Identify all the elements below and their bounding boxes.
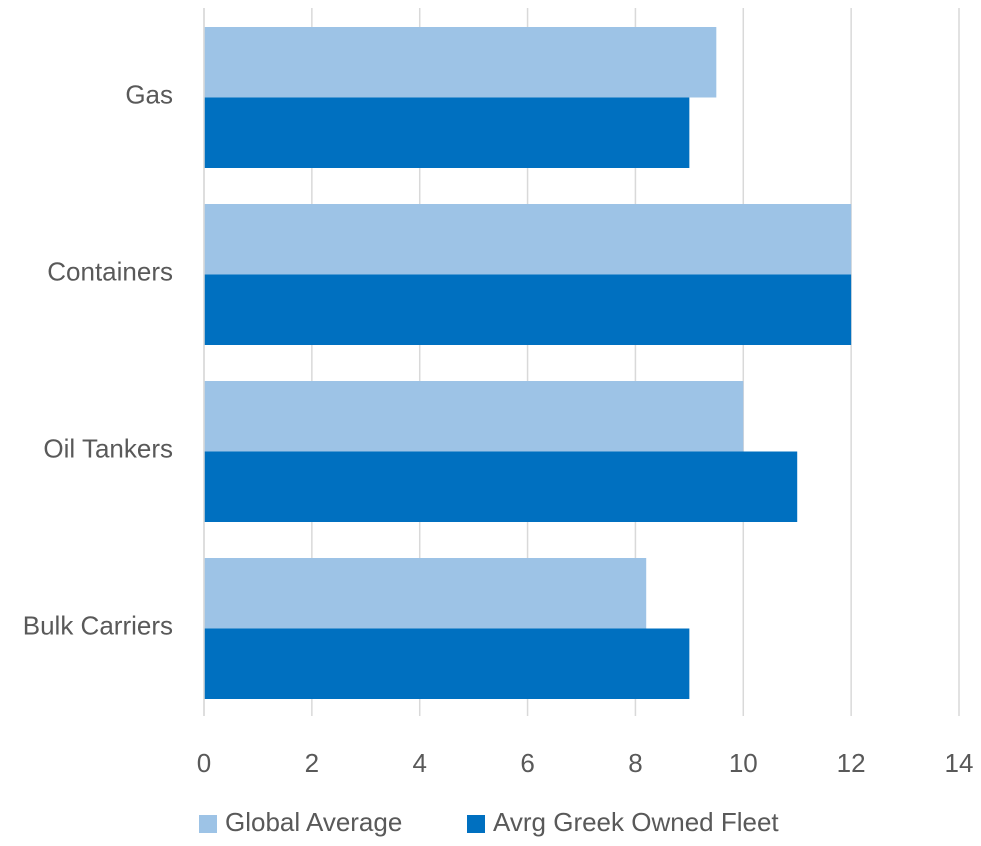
bar-bulk-carriers-global-average (204, 558, 647, 629)
x-tick-label: 8 (628, 748, 642, 778)
bar-containers-avrg-greek-owned-fleet (204, 274, 852, 345)
category-label: Gas (125, 79, 173, 109)
legend-label: Avrg Greek Owned Fleet (493, 807, 779, 837)
bar-oil-tankers-global-average (204, 381, 744, 452)
category-label: Containers (47, 256, 173, 286)
x-tick-label: 14 (945, 748, 974, 778)
bar-oil-tankers-avrg-greek-owned-fleet (204, 451, 798, 522)
category-label: Oil Tankers (43, 433, 173, 463)
x-tick-label: 2 (305, 748, 319, 778)
x-tick-label: 4 (412, 748, 426, 778)
bar-bulk-carriers-avrg-greek-owned-fleet (204, 628, 690, 699)
legend-swatch (199, 815, 217, 833)
x-tick-label: 10 (729, 748, 758, 778)
bar-containers-global-average (204, 204, 852, 275)
x-tick-label: 12 (837, 748, 866, 778)
legend-swatch (467, 815, 485, 833)
category-labels: Gas Containers Oil Tankers Bulk Carriers (23, 79, 173, 640)
legend-label: Global Average (225, 807, 402, 837)
bars (204, 27, 852, 699)
bar-gas-global-average (204, 27, 717, 98)
legend: Global Average Avrg Greek Owned Fleet (199, 807, 779, 837)
bar-gas-avrg-greek-owned-fleet (204, 97, 690, 168)
x-tick-label: 0 (197, 748, 211, 778)
category-label: Bulk Carriers (23, 610, 173, 640)
x-tick-labels: 0 2 4 6 8 10 12 14 (197, 748, 974, 778)
x-tick-label: 6 (520, 748, 534, 778)
